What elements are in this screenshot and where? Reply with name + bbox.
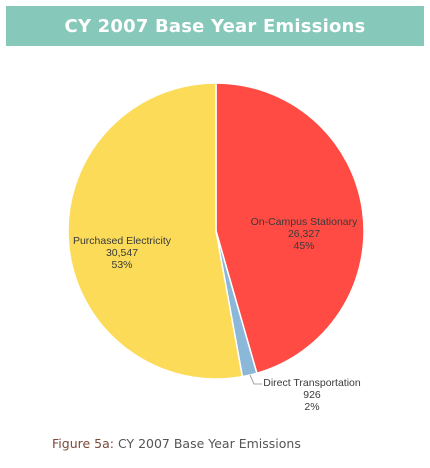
title-banner: CY 2007 Base Year Emissions [6, 6, 424, 46]
slice-percent-label: 2% [304, 401, 319, 413]
caption-label: Figure 5a: [52, 436, 114, 451]
slice-name-label: On-Campus Stationary [251, 216, 359, 228]
slice-percent-label: 53% [111, 259, 132, 271]
slice-percent-label: 45% [293, 240, 314, 252]
pie-slice-on-campus-stationary [215, 82, 365, 375]
slice-value-label: 926 [303, 389, 321, 401]
slice-name-label: Direct Transportation [263, 377, 361, 389]
figure-caption: Figure 5a: CY 2007 Base Year Emissions [52, 436, 301, 451]
page-title: CY 2007 Base Year Emissions [64, 15, 366, 37]
pie-slices [67, 82, 365, 380]
pie-labels: On-Campus Stationary 26,327 45% Purchase… [73, 216, 361, 413]
leader-line [249, 374, 262, 385]
slice-value-label: 26,327 [288, 228, 320, 240]
slice-name-label: Purchased Electricity [73, 235, 172, 247]
slice-label-purchased-electricity: Purchased Electricity 30,547 53% [73, 235, 172, 271]
slice-label-on-campus-stationary: On-Campus Stationary 26,327 45% [251, 216, 359, 252]
slice-label-direct-transportation: Direct Transportation 926 2% [249, 374, 361, 413]
pie-slice-purchased-electricity [67, 82, 244, 380]
slice-value-label: 30,547 [106, 247, 138, 259]
caption-text: CY 2007 Base Year Emissions [117, 436, 301, 451]
